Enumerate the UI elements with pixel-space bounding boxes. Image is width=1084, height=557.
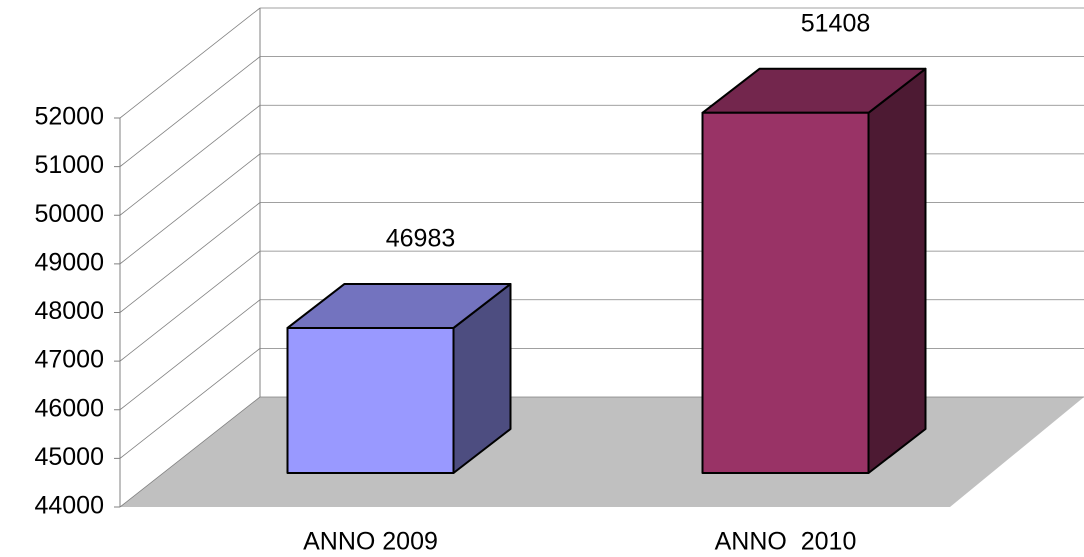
y-tick-label: 46000 bbox=[34, 394, 104, 422]
y-tick-label: 49000 bbox=[34, 248, 104, 276]
grid-line bbox=[119, 104, 261, 216]
grid-line bbox=[119, 396, 261, 508]
y-tick-label: 44000 bbox=[34, 492, 104, 520]
y-tick-label: 51000 bbox=[34, 151, 104, 179]
grid-line bbox=[119, 56, 261, 167]
y-tick-label: 50000 bbox=[34, 200, 104, 228]
x-tick-label: ANNO 2009 bbox=[303, 528, 438, 556]
grid-line bbox=[119, 299, 261, 411]
grid-line bbox=[119, 7, 261, 119]
grid-line bbox=[119, 250, 261, 362]
y-tick-label: 48000 bbox=[34, 297, 104, 325]
grid-line bbox=[119, 202, 261, 313]
x-tick-label: ANNO 2010 bbox=[715, 528, 857, 556]
floor bbox=[120, 397, 1084, 507]
bar-side bbox=[867, 67, 927, 474]
grid-line bbox=[119, 348, 261, 459]
y-tick-label: 45000 bbox=[34, 443, 104, 471]
bar bbox=[701, 111, 870, 474]
grid-line bbox=[119, 153, 261, 265]
data-label: 46983 bbox=[386, 225, 456, 253]
y-tick-label: 52000 bbox=[34, 103, 104, 131]
bar bbox=[286, 326, 455, 474]
y-tick-label: 47000 bbox=[34, 346, 104, 374]
data-label: 51408 bbox=[801, 9, 871, 37]
